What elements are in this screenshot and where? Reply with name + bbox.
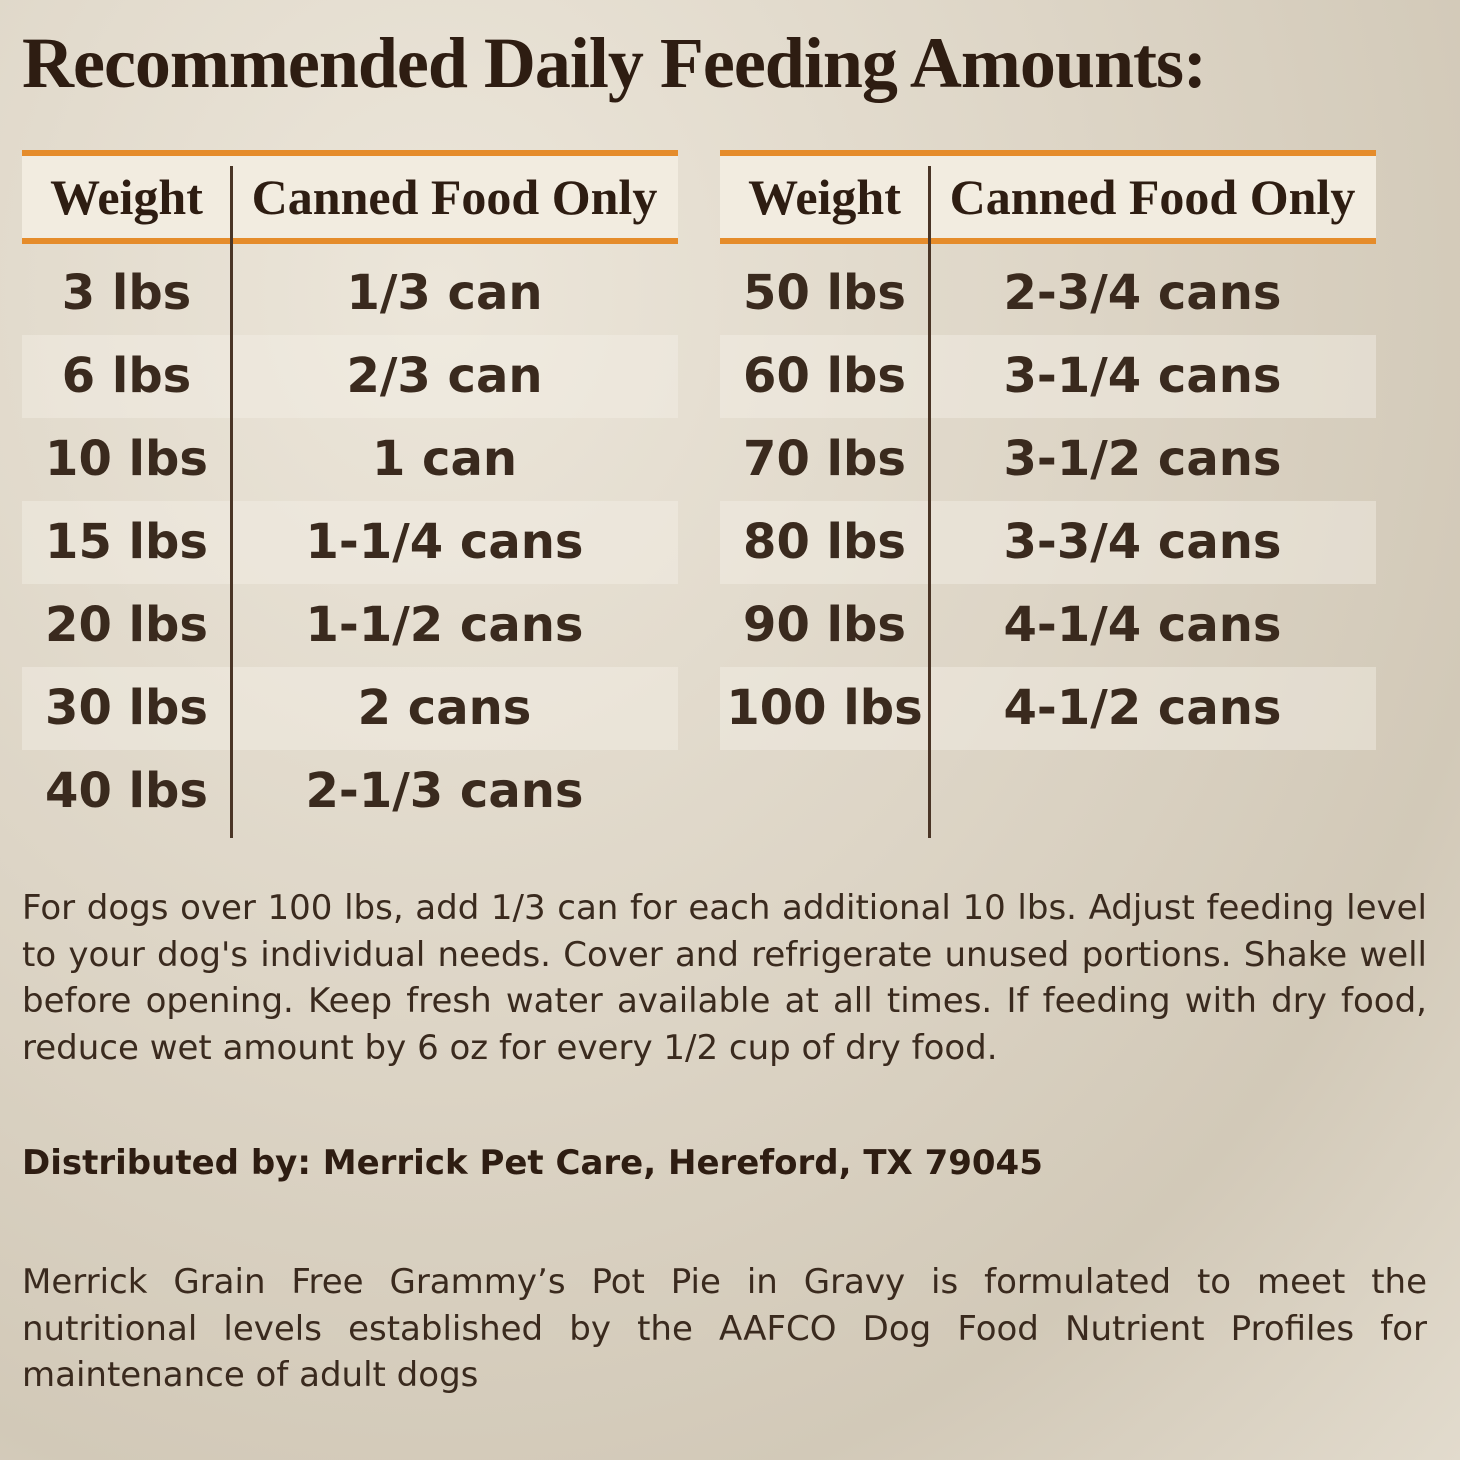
amount-cell: 1-1/2 cans <box>305 597 584 653</box>
weight-cell: 30 lbs <box>45 680 208 736</box>
weight-cell: 10 lbs <box>45 431 208 487</box>
amount-cell: 1 can <box>371 431 518 487</box>
table-row: 50 lbs 2-3/4 cans <box>720 252 1376 335</box>
weight-cell: 50 lbs <box>743 265 906 321</box>
weight-cell: 80 lbs <box>743 514 906 570</box>
amount-cell: 2 cans <box>357 680 532 736</box>
column-divider <box>928 166 931 838</box>
header-cell: Weight <box>748 169 901 225</box>
weight-cell: 90 lbs <box>743 597 906 653</box>
note: For dogs over 100 lbs, add 1/3 can for e… <box>22 888 1427 1068</box>
title: Recommended Daily Feeding Amounts: <box>22 23 1207 103</box>
weight-cell: 100 lbs <box>726 680 923 736</box>
table-row: 20 lbs 1-1/2 cans <box>22 584 678 667</box>
table-row: 100 lbs 4-1/2 cans <box>720 667 1376 750</box>
table-row: 3 lbs 1/3 can <box>22 252 678 335</box>
header-cell: Canned Food Only <box>251 169 658 225</box>
weight-cell: 60 lbs <box>743 348 906 404</box>
table-header: Weight Canned Food Only <box>22 150 678 244</box>
distributor: Distributed by: Merrick Pet Care, Herefo… <box>22 1143 1043 1183</box>
table-row: 15 lbs 1-1/4 cans <box>22 501 678 584</box>
amount-cell: 3-1/2 cans <box>1003 431 1282 487</box>
feeding-table: Weight Canned Food Only 50 lbs 2-3/4 cans 60… <box>720 150 1376 840</box>
table-row: 30 lbs 2 cans <box>22 667 678 750</box>
weight-cell: 15 lbs <box>45 514 208 570</box>
table-row: 80 lbs 3-3/4 cans <box>720 501 1376 584</box>
header-cell: Canned Food Only <box>949 169 1356 225</box>
amount-cell: 2-3/4 cans <box>1003 265 1282 321</box>
amount-cell: 4-1/2 cans <box>1003 680 1282 736</box>
weight-cell: 40 lbs <box>45 763 208 819</box>
table-row: 60 lbs 3-1/4 cans <box>720 335 1376 418</box>
header-cell: Weight <box>50 169 203 225</box>
amount-cell: 3-1/4 cans <box>1003 348 1282 404</box>
table-row: 70 lbs 3-1/2 cans <box>720 418 1376 501</box>
weight-cell: 20 lbs <box>45 597 208 653</box>
table-row: 90 lbs 4-1/4 cans <box>720 584 1376 667</box>
table-row: 10 lbs 1 can <box>22 418 678 501</box>
amount-cell: 2-1/3 cans <box>305 763 584 819</box>
weight-cell: 70 lbs <box>743 431 906 487</box>
amount-cell: 2/3 can <box>346 348 543 404</box>
weight-cell: 6 lbs <box>61 348 192 404</box>
amount-cell: 1-1/4 cans <box>305 514 584 570</box>
amount-cell: 4-1/4 cans <box>1003 597 1282 653</box>
column-divider <box>230 166 233 838</box>
statement: Merrick Grain Free Grammy’s Pot Pie in G… <box>22 1262 1427 1395</box>
table-row: 40 lbs 2-1/3 cans <box>22 750 678 833</box>
feeding-table: Weight Canned Food Only 3 lbs 1/3 can 6 lbs 2… <box>22 150 678 840</box>
table-row: 6 lbs 2/3 can <box>22 335 678 418</box>
amount-cell: 1/3 can <box>346 265 543 321</box>
amount-cell: 3-3/4 cans <box>1003 514 1282 570</box>
table-header: Weight Canned Food Only <box>720 150 1376 244</box>
weight-cell: 3 lbs <box>61 265 192 321</box>
